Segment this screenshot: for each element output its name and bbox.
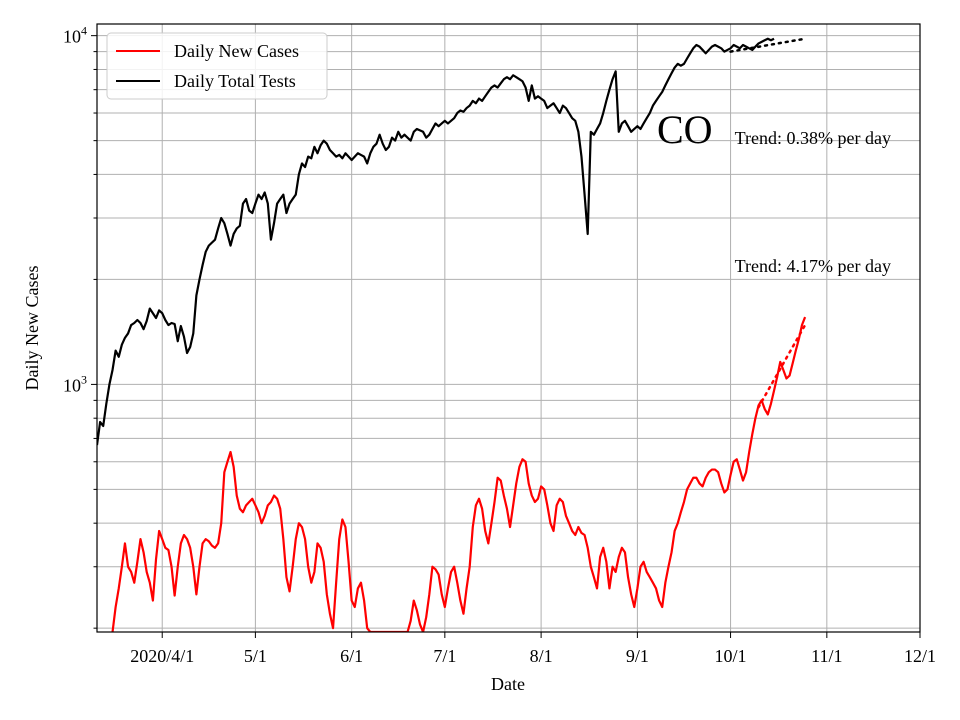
x-tick-label: 2020/4/1 [130,646,194,666]
x-tick-label: 9/1 [626,646,649,666]
y-tick-label: 104 [63,24,87,47]
state-label: CO [657,107,713,152]
series-line-tests [97,37,775,446]
series-line-cases [111,316,807,632]
x-tick-label: 10/1 [715,646,747,666]
y-axis-label: Daily New Cases [22,266,42,391]
trend-line-cases [757,323,807,409]
y-tick-label: 103 [63,372,87,395]
x-axis-label: Date [491,674,525,694]
x-tick-label: 6/1 [340,646,363,666]
plot-lines [97,37,807,632]
axis-ticks: 2020/4/1 5/1 6/1 7/1 8/1 9/1 10/1 11/1 12/1 103 10… [63,24,936,666]
trend-label-cases: Trend: 4.17% per day [735,256,891,276]
x-tick-label: 7/1 [433,646,456,666]
grid [97,24,921,632]
legend: Daily New Cases Daily Total Tests [106,32,328,100]
trend-label-tests: Trend: 0.38% per day [735,128,891,148]
legend-box [106,32,328,100]
x-tick-label: 11/1 [811,646,842,666]
x-tick-label: 8/1 [530,646,553,666]
legend-label-cases: Daily New Cases [174,41,299,61]
x-tick-label: 5/1 [244,646,267,666]
x-tick-label: 12/1 [904,646,936,666]
plot-frame [96,23,921,633]
trend-line-tests [729,37,807,53]
legend-label-tests: Daily Total Tests [174,71,296,91]
